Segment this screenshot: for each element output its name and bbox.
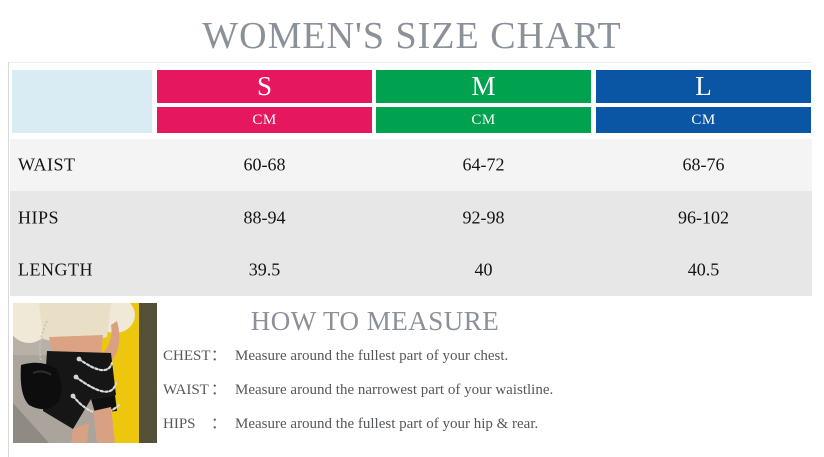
length-value-m: 40 — [474, 259, 493, 280]
measure-description-chest: Measure around the fullest part of your … — [235, 348, 509, 364]
row-label-waist: WAIST — [18, 154, 76, 175]
measure-term-chest: CHEST — [163, 348, 211, 364]
hips-value-m: 92-98 — [462, 207, 505, 227]
waist-value-m: 64-72 — [462, 154, 505, 175]
table-row-waist: WAIST 60-68 64-72 68-76 — [10, 139, 812, 191]
header-corner-cell — [12, 70, 152, 133]
product-photo-illustration — [13, 303, 157, 443]
table-row-length: LENGTH 39.5 40 40.5 — [10, 244, 812, 296]
left-border-line — [8, 62, 9, 457]
hips-value-s: 88-94 — [243, 207, 286, 227]
row-label-hips: HIPS — [18, 207, 60, 227]
measure-item-waist: WAIST： Measure around the narrowest part … — [163, 378, 723, 399]
header-unit-l: CM — [596, 107, 811, 133]
measure-description-waist: Measure around the narrowest part of you… — [235, 382, 554, 398]
length-value-l: 40.5 — [687, 259, 720, 280]
measure-separator: ： — [211, 416, 227, 432]
measure-item-hips: HIPS ： Measure around the fullest part of … — [163, 412, 723, 433]
measure-description-hips: Measure around the fullest part of your … — [235, 416, 539, 432]
measure-separator: ： — [211, 348, 227, 364]
hips-value-l: 96-102 — [678, 207, 729, 227]
page-title: WOMEN'S SIZE CHART — [202, 15, 622, 57]
header-unit-s: CM — [157, 107, 372, 133]
table-row-hips: HIPS 88-94 92-98 96-102 — [10, 191, 812, 244]
measure-separator: ： — [211, 382, 227, 398]
how-to-measure-heading: HOW TO MEASURE — [250, 306, 500, 336]
length-value-s: 39.5 — [248, 259, 281, 280]
header-size-s: S — [157, 70, 372, 103]
product-photo — [13, 303, 157, 443]
waist-value-l: 68-76 — [682, 154, 725, 175]
waist-value-s: 60-68 — [243, 154, 286, 175]
top-rule — [8, 62, 812, 63]
header-unit-m: CM — [376, 107, 591, 133]
row-label-length: LENGTH — [18, 259, 93, 280]
measure-term-waist: WAIST — [163, 382, 209, 398]
measure-item-chest: CHEST： Measure around the fullest part of… — [163, 344, 723, 365]
measure-term-hips: HIPS — [163, 416, 196, 432]
header-size-l: L — [596, 70, 811, 103]
header-size-m: M — [376, 70, 591, 103]
